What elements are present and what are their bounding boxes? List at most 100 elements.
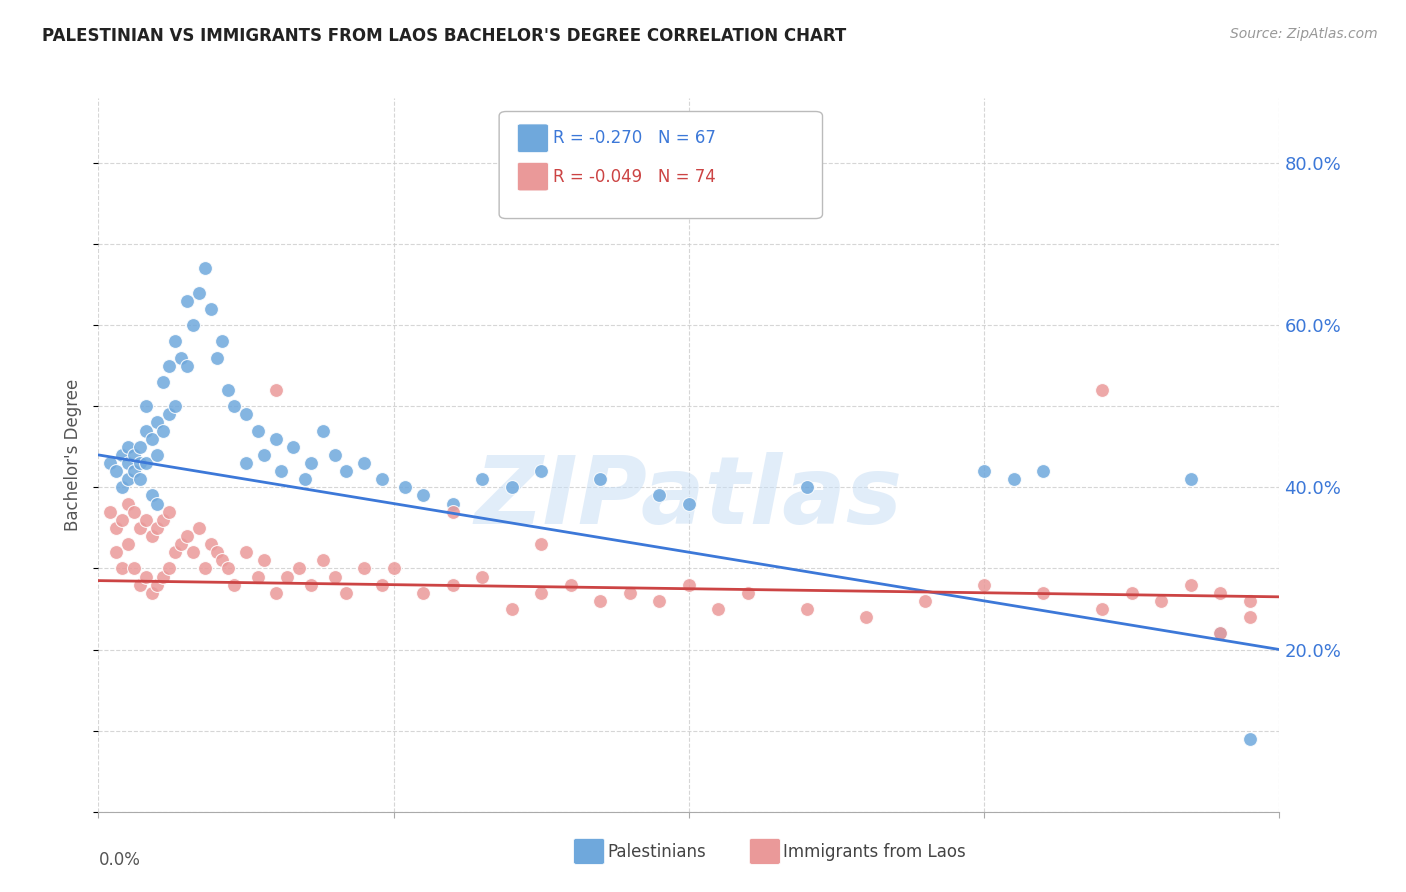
Point [117, 472, 139, 486]
Point [122, 505, 145, 519]
Point [200, 301, 222, 316]
Point [205, 351, 228, 365]
Point [1209, 626, 1232, 640]
Point [412, 586, 434, 600]
Point [276, 569, 298, 583]
Point [146, 448, 169, 462]
Point [283, 440, 305, 454]
Point [128, 521, 150, 535]
Text: ZIPatlas: ZIPatlas [475, 451, 903, 544]
Point [152, 375, 174, 389]
Point [105, 521, 128, 535]
Point [382, 561, 405, 575]
Point [205, 545, 228, 559]
Point [165, 399, 187, 413]
Point [235, 456, 257, 470]
Point [530, 537, 553, 551]
Point [914, 594, 936, 608]
Point [176, 529, 198, 543]
Point [323, 569, 346, 583]
Point [194, 261, 217, 276]
Point [111, 513, 134, 527]
Point [323, 448, 346, 462]
Point [135, 456, 157, 470]
Point [678, 577, 700, 591]
Point [371, 577, 394, 591]
Text: Palestinians: Palestinians [607, 843, 706, 861]
Point [135, 424, 157, 438]
Point [122, 561, 145, 575]
Point [187, 285, 209, 300]
Point [181, 545, 204, 559]
Point [619, 586, 641, 600]
Point [128, 456, 150, 470]
Point [111, 480, 134, 494]
Point [165, 334, 187, 349]
Point [141, 488, 163, 502]
Point [157, 561, 180, 575]
Point [441, 505, 464, 519]
Point [246, 569, 269, 583]
Point [1209, 586, 1232, 600]
Point [264, 586, 287, 600]
Point [1091, 602, 1114, 616]
Point [371, 472, 394, 486]
Point [253, 553, 276, 567]
Point [146, 416, 169, 430]
Point [141, 432, 163, 446]
Point [217, 383, 239, 397]
Point [441, 497, 464, 511]
Point [128, 577, 150, 591]
Point [294, 472, 316, 486]
Point [98, 456, 121, 470]
Point [117, 497, 139, 511]
Point [200, 537, 222, 551]
Point [299, 577, 322, 591]
Point [353, 561, 375, 575]
Point [312, 553, 335, 567]
Point [157, 408, 180, 422]
Point [141, 529, 163, 543]
Point [441, 577, 464, 591]
Point [589, 594, 612, 608]
Point [648, 594, 671, 608]
Point [270, 464, 292, 478]
Point [973, 464, 995, 478]
Point [235, 545, 257, 559]
Point [135, 513, 157, 527]
Point [1002, 472, 1025, 486]
Point [707, 602, 730, 616]
Point [1239, 731, 1261, 746]
Point [353, 456, 375, 470]
Point [176, 359, 198, 373]
Point [1121, 586, 1143, 600]
Point [211, 334, 233, 349]
Point [796, 602, 818, 616]
Point [471, 472, 494, 486]
Point [312, 424, 335, 438]
Point [737, 586, 759, 600]
Y-axis label: Bachelor's Degree: Bachelor's Degree [65, 379, 83, 531]
Point [117, 456, 139, 470]
Text: R = -0.270   N = 67: R = -0.270 N = 67 [553, 129, 716, 147]
Point [135, 569, 157, 583]
Point [1180, 472, 1202, 486]
Point [530, 586, 553, 600]
Point [1091, 383, 1114, 397]
Point [678, 497, 700, 511]
Point [217, 561, 239, 575]
Point [111, 561, 134, 575]
Point [181, 318, 204, 333]
Point [117, 537, 139, 551]
Point [264, 383, 287, 397]
Point [170, 351, 193, 365]
Point [412, 488, 434, 502]
Point [111, 448, 134, 462]
Point [187, 521, 209, 535]
Point [1150, 594, 1173, 608]
Point [128, 440, 150, 454]
Text: R = -0.049   N = 74: R = -0.049 N = 74 [553, 168, 716, 186]
Point [105, 545, 128, 559]
Point [117, 440, 139, 454]
Point [1239, 594, 1261, 608]
